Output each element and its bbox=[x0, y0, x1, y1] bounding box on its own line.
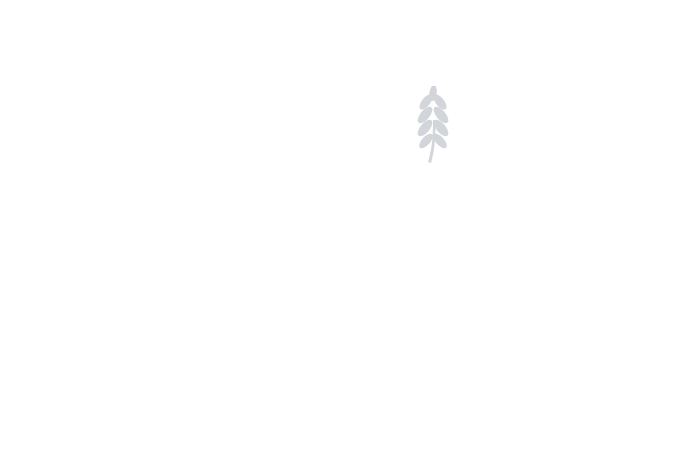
plot-area bbox=[0, 0, 679, 410]
bccba-watermark bbox=[414, 85, 458, 169]
wheat-ear-icon bbox=[414, 85, 452, 169]
